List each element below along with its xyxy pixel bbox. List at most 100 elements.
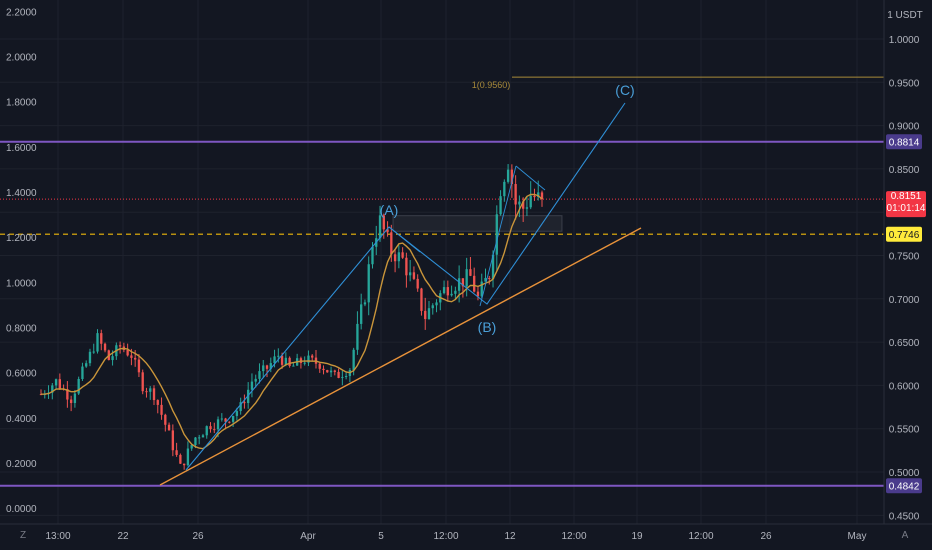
candle-body xyxy=(280,355,284,365)
candle-body xyxy=(533,195,536,198)
scale-z-button[interactable]: Z xyxy=(20,530,26,541)
left-tick-label: 1.4000 xyxy=(6,188,37,199)
dashed-level-tag: 0.7746 xyxy=(886,226,922,242)
currency-label[interactable]: 1 USDT xyxy=(887,10,923,21)
candle-body xyxy=(476,291,480,297)
svg-text:0.8814: 0.8814 xyxy=(889,138,920,149)
wave-label-b: (B) xyxy=(478,319,497,335)
time-tick-label: 12:00 xyxy=(561,531,586,542)
candle-body xyxy=(213,429,216,431)
drawings-under xyxy=(0,76,884,487)
left-tick-label: 0.8000 xyxy=(6,324,37,335)
candle-body xyxy=(198,437,201,439)
candle-body xyxy=(442,287,446,294)
time-tick-label: 19 xyxy=(631,531,643,542)
candle-body xyxy=(273,356,276,364)
left-tick-label: 2.0000 xyxy=(6,52,37,63)
candle-body xyxy=(152,388,156,401)
candle-body xyxy=(450,293,453,296)
candle-body xyxy=(69,399,73,404)
candle-body xyxy=(503,181,506,197)
candle-body xyxy=(235,411,239,416)
candle-body xyxy=(397,252,401,262)
candle-body xyxy=(130,355,133,358)
candle-body xyxy=(164,414,167,425)
left-tick-label: 2.2000 xyxy=(6,7,37,18)
left-tick-label: 1.2000 xyxy=(6,233,37,244)
candle-body xyxy=(408,272,412,276)
candle-body xyxy=(510,169,514,185)
candle-body xyxy=(220,418,223,420)
right-axis[interactable]: 0.4500 0.5000 0.5500 0.6000 0.6500 0.7000 0.75… xyxy=(889,35,920,522)
wave-b-channel xyxy=(479,165,517,307)
candle-body xyxy=(307,355,310,363)
right-tick-label: 0.4500 xyxy=(889,511,920,522)
right-tick-label: 0.5500 xyxy=(889,425,920,436)
candle-body xyxy=(521,201,525,209)
candle-body xyxy=(250,381,254,390)
lower-level-tag: 0.4842 xyxy=(886,478,922,494)
wave-path xyxy=(185,102,626,471)
candle-body xyxy=(85,363,88,367)
candle-body xyxy=(341,376,344,378)
rising-trendline xyxy=(159,227,642,486)
right-tick-label: 1.0000 xyxy=(889,35,920,46)
candle-body xyxy=(401,252,404,258)
candle-body xyxy=(435,302,438,306)
candle-body xyxy=(473,275,476,292)
candle-body xyxy=(149,388,152,392)
candle-body xyxy=(499,196,502,215)
candle-body xyxy=(518,201,521,205)
time-axis[interactable]: 13:00 22 26 Apr 5 12:00 12 12:00 19 12:00 26 May xyxy=(45,531,866,542)
candle-body xyxy=(311,355,314,358)
candle-body xyxy=(209,426,212,430)
candle-body xyxy=(254,378,257,382)
drawings-over xyxy=(159,102,642,486)
wave-top-channel xyxy=(515,165,546,191)
candle-body xyxy=(58,379,62,389)
right-tick-label: 0.9500 xyxy=(889,78,920,89)
candle-body xyxy=(51,385,54,393)
upper-level-tag: 0.8814 xyxy=(886,134,922,150)
candle-body xyxy=(103,343,107,351)
candle-body xyxy=(431,305,434,309)
candle-body xyxy=(228,421,231,423)
left-tick-label: 0.2000 xyxy=(6,459,37,470)
current-price-tag: 0.8151 01:01:14 xyxy=(886,191,926,218)
candle-body xyxy=(446,287,449,296)
candle-body xyxy=(141,372,144,392)
candle-body xyxy=(190,445,193,449)
candle-body xyxy=(465,269,468,287)
candle-body xyxy=(156,400,159,405)
candle-body xyxy=(382,215,385,230)
candle-body xyxy=(182,463,186,466)
candle-body xyxy=(367,264,370,303)
candle-body xyxy=(480,281,483,297)
candle-body xyxy=(194,437,197,446)
candle-body xyxy=(66,389,69,400)
candle-body xyxy=(352,349,355,370)
candle-body xyxy=(506,169,510,182)
candle-body xyxy=(92,351,95,353)
candle-body xyxy=(393,254,397,262)
resistance-box xyxy=(392,215,563,232)
svg-text:01:01:14: 01:01:14 xyxy=(887,203,926,214)
right-tick-label: 0.8500 xyxy=(889,165,920,176)
candle-body xyxy=(167,424,171,431)
candle-body xyxy=(81,366,84,380)
time-tick-label: 12:00 xyxy=(688,531,713,542)
candle-body xyxy=(186,448,190,466)
time-tick-label: 12 xyxy=(504,531,516,542)
candle-body xyxy=(243,402,246,404)
candle-body xyxy=(322,368,325,371)
candle-body xyxy=(356,323,359,350)
candle-body xyxy=(258,371,261,379)
candle-body xyxy=(363,302,367,305)
candle-body xyxy=(371,246,374,265)
candle-body xyxy=(262,365,265,372)
candle-body xyxy=(100,333,103,344)
scale-a-button[interactable]: A xyxy=(902,530,909,541)
wave-label-c: (C) xyxy=(615,82,634,98)
candle-body xyxy=(333,370,336,372)
